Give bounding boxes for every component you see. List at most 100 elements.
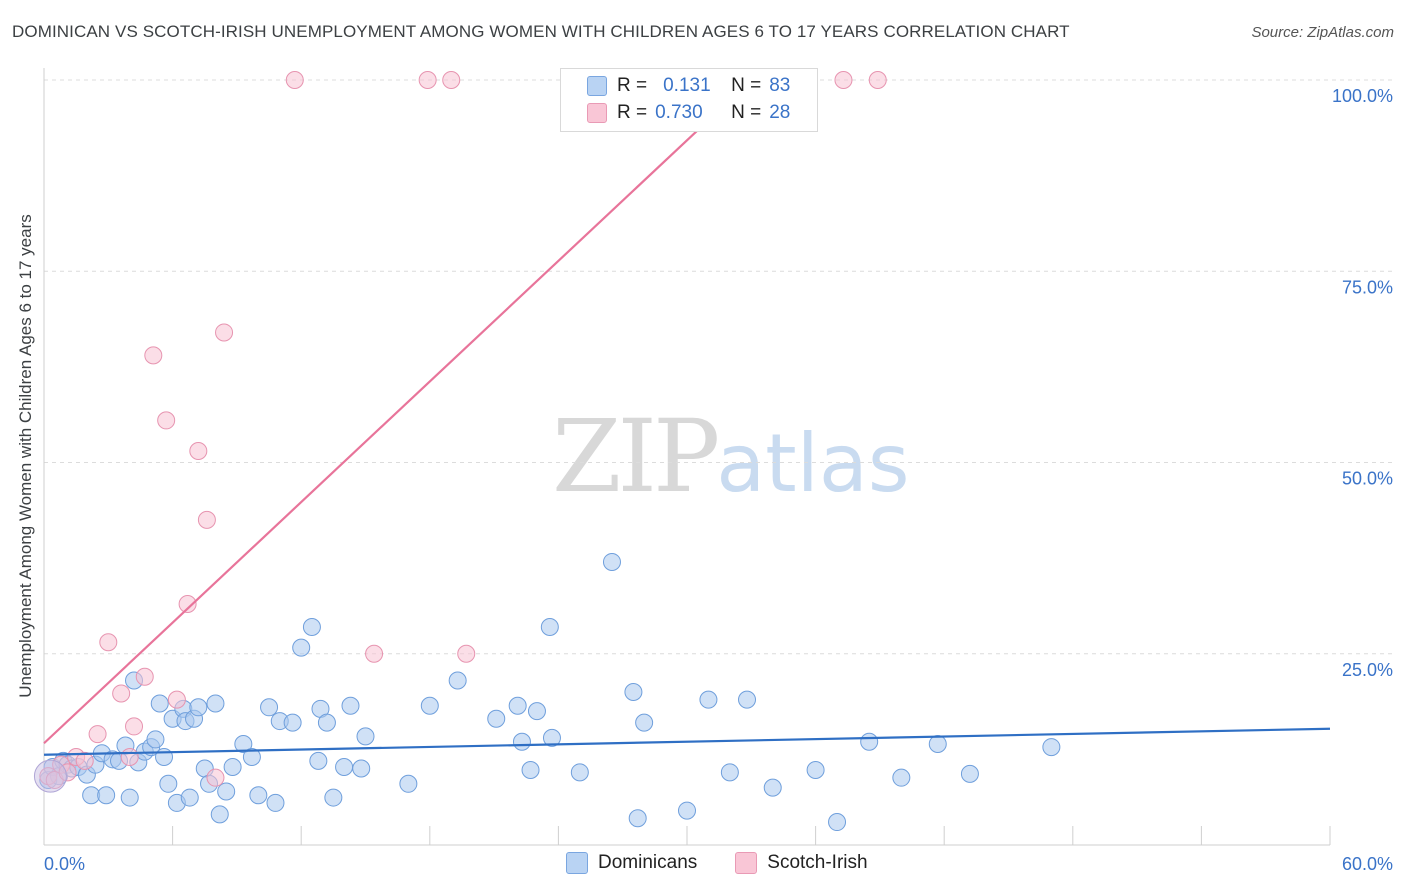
scotch-irish-point — [215, 323, 234, 342]
dominicans-point — [399, 774, 418, 793]
watermark-atlas: atlas — [716, 417, 910, 510]
legend-r-label: R = — [617, 102, 648, 123]
scotch-irish-point — [120, 748, 139, 767]
dominicans-point — [217, 782, 236, 801]
dominicans-point — [512, 732, 531, 751]
dominicans-point — [242, 748, 261, 767]
chart-title: DOMINICAN VS SCOTCH-IRISH UNEMPLOYMENT A… — [12, 22, 1070, 41]
dominicans-point — [352, 759, 371, 778]
dominicans-point — [309, 751, 328, 770]
dominicans-point — [317, 713, 336, 732]
watermark: ZIPatlas — [552, 398, 910, 515]
scotch-irish-point — [418, 71, 437, 89]
dominicans-point — [892, 768, 911, 787]
dominicans-point — [521, 761, 540, 780]
dominicans-point — [508, 696, 527, 715]
dominicans-point — [356, 727, 375, 746]
scotch-irish-point — [442, 71, 461, 89]
dominicans-point — [159, 774, 178, 793]
scotch-irish-trend-line — [43, 79, 753, 745]
dominicans-point — [448, 671, 467, 690]
legend-r-value: 0.730 — [655, 102, 703, 123]
dominicans-point — [540, 617, 559, 636]
dominicans-point — [302, 617, 321, 636]
y-tick-label: 25.0% — [1342, 660, 1393, 680]
dominicans-point — [206, 694, 225, 713]
cluster-point — [33, 759, 67, 793]
scotch-irish-point — [167, 690, 186, 709]
scotch-irish-point — [365, 644, 384, 663]
dominicans-point — [602, 552, 621, 571]
legend-row-scotch-irish: R = 0.730 N = 28 — [587, 102, 790, 124]
dominicans-point — [155, 748, 174, 767]
scotch-irish-point — [99, 633, 118, 652]
legend-r-label: R = — [617, 75, 648, 96]
dominicans-point — [249, 786, 268, 805]
dominicans-point — [738, 690, 757, 709]
dominicans-point — [763, 778, 782, 797]
scotch-irish-point — [125, 717, 144, 736]
scotch-irish-point — [144, 346, 163, 365]
dominicans-point — [260, 698, 279, 717]
dominicans-point — [860, 732, 879, 751]
scotch-irish-point — [178, 595, 197, 614]
legend-n-label: N = — [731, 75, 762, 96]
dominicans-point — [292, 638, 311, 657]
dominicans-point — [341, 696, 360, 715]
stats-legend: R = 0.131 N = 83 R = 0.730 N = 28 — [560, 68, 818, 132]
scotch-irish-point — [457, 644, 476, 663]
scotch-irish-point — [285, 71, 304, 89]
dominicans-point — [1042, 738, 1061, 757]
legend-n-label: N = — [731, 102, 762, 123]
legend-label-scotch-irish: Scotch-Irish — [767, 852, 868, 873]
dominicans-point — [97, 786, 116, 805]
dominicans-point — [180, 788, 199, 807]
watermark-zip: ZIP — [552, 398, 720, 515]
scotch-irish-point — [112, 684, 131, 703]
scotch-irish-point — [88, 725, 107, 744]
dominicans-point — [699, 690, 718, 709]
legend-swatch-scotch-irish — [587, 103, 607, 123]
series-legend: Dominicans Scotch-Irish — [566, 852, 868, 874]
dominicans-point — [542, 728, 561, 747]
dominicans-point — [628, 809, 647, 828]
legend-n-value: 83 — [769, 75, 791, 96]
dominicans-point — [146, 730, 165, 749]
dominicans-point — [324, 788, 343, 807]
legend-swatch-dominicans — [566, 852, 588, 874]
dominicans-point — [335, 757, 354, 776]
dominicans-point — [487, 709, 506, 728]
dominicans-point — [210, 805, 229, 824]
legend-label-dominicans: Dominicans — [598, 852, 698, 873]
y-tick-label: 50.0% — [1342, 469, 1393, 489]
x-tick-label: 60.0% — [1342, 854, 1393, 874]
scotch-irish-point — [157, 411, 176, 430]
dominicans-point — [189, 698, 208, 717]
scotch-irish-point — [834, 71, 853, 89]
dominicans-point — [828, 813, 847, 832]
legend-row-dominicans: R = 0.131 N = 83 — [587, 75, 790, 97]
legend-swatch-scotch-irish — [735, 852, 758, 874]
scotch-irish-point — [868, 71, 887, 89]
dominicans-point — [806, 761, 825, 780]
dominicans-point — [234, 735, 253, 754]
dominicans-point — [624, 683, 643, 701]
dominicans-point — [960, 764, 979, 783]
dominicans-point — [527, 702, 546, 721]
x-tick-label: 0.0% — [44, 854, 85, 874]
dominicans-point — [720, 763, 739, 782]
dominicans-trend-line — [43, 727, 1331, 756]
dominicans-point — [150, 694, 169, 713]
dominicans-point — [635, 713, 654, 732]
legend-n-value: 28 — [769, 102, 791, 123]
dominicans-point — [82, 786, 101, 805]
y-tick-label: 75.0% — [1342, 277, 1393, 297]
legend-r-value: 0.131 — [663, 75, 711, 96]
scotch-irish-point — [75, 751, 94, 770]
scotch-irish-point — [206, 768, 225, 787]
source-label: Source: ZipAtlas.com — [1251, 24, 1394, 41]
scotch-irish-point — [197, 510, 216, 529]
dominicans-point — [678, 801, 696, 820]
dominicans-point — [570, 763, 589, 782]
